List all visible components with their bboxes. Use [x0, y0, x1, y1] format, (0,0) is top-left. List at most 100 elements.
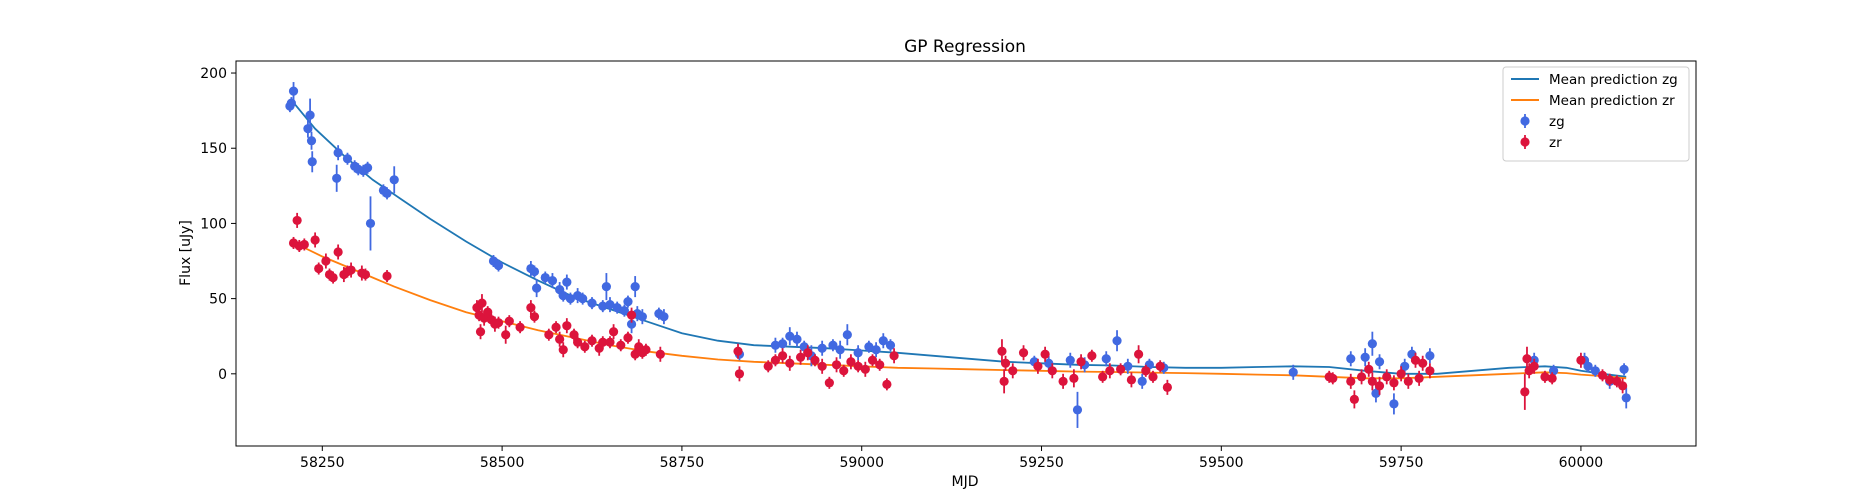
x-tick-label: 60000 — [1559, 455, 1604, 471]
data-point — [889, 351, 899, 361]
data-point — [288, 86, 299, 96]
data-point — [828, 340, 838, 350]
data-point — [803, 348, 813, 358]
data-point — [626, 310, 637, 320]
data-point — [1396, 369, 1406, 379]
data-point — [1389, 378, 1399, 388]
data-point — [1162, 382, 1172, 392]
data-point — [882, 379, 892, 389]
data-point — [1105, 366, 1115, 376]
data-point — [1155, 361, 1165, 371]
data-point — [997, 346, 1007, 356]
data-point — [573, 337, 583, 347]
legend-label-zg: zg — [1549, 114, 1565, 130]
data-point — [1126, 375, 1137, 385]
data-point — [306, 136, 317, 146]
legend: Mean prediction zg Mean prediction zr zg zr — [1502, 66, 1690, 162]
data-point — [1382, 372, 1392, 382]
x-tick-label: 58750 — [660, 455, 705, 471]
legend-swatch-zr — [1520, 137, 1530, 147]
chart-title: GP Regression — [904, 37, 1026, 57]
data-point — [1425, 366, 1435, 376]
y-axis-label: Flux [uJy] — [178, 220, 194, 286]
data-point — [605, 337, 615, 347]
data-point — [1360, 352, 1370, 362]
series-layer — [285, 82, 1631, 428]
data-point — [1374, 357, 1385, 367]
data-point — [299, 239, 309, 250]
legend-label-mean-prediction-zg: Mean prediction zg — [1549, 72, 1678, 88]
data-point — [1134, 349, 1144, 359]
data-point — [389, 175, 399, 185]
data-point — [346, 265, 356, 275]
data-point — [1033, 361, 1043, 371]
data-point — [1547, 373, 1557, 383]
data-point — [778, 351, 788, 361]
data-point — [1364, 364, 1374, 374]
data-point — [853, 361, 863, 371]
x-tick-label: 58250 — [300, 455, 345, 471]
data-point — [1522, 354, 1532, 364]
data-point — [1000, 358, 1011, 368]
data-point — [558, 291, 568, 301]
data-point — [1018, 348, 1029, 358]
data-point — [1374, 381, 1385, 391]
data-point — [810, 355, 820, 365]
data-point — [587, 298, 597, 308]
data-point — [1425, 351, 1435, 361]
data-point — [1065, 355, 1075, 365]
data-point — [555, 334, 565, 344]
data-point — [1590, 366, 1600, 376]
data-point — [314, 263, 324, 274]
data-point — [310, 235, 320, 245]
data-point — [292, 215, 302, 226]
data-point — [587, 336, 597, 346]
data-point — [1328, 373, 1338, 383]
legend-box — [1502, 66, 1690, 162]
data-point — [817, 343, 827, 353]
data-point — [839, 366, 849, 376]
data-point — [1619, 364, 1629, 374]
data-point — [619, 306, 629, 316]
data-point — [332, 173, 342, 183]
data-point — [360, 269, 371, 280]
data-point — [598, 337, 608, 347]
plot-area — [235, 60, 1697, 447]
x-tick-label: 59000 — [839, 455, 884, 471]
data-point — [526, 303, 536, 313]
data-point — [1123, 361, 1133, 371]
data-point — [1356, 372, 1367, 382]
data-point — [871, 345, 881, 355]
data-point — [778, 339, 788, 349]
data-point — [1597, 370, 1608, 380]
data-point — [529, 312, 540, 322]
data-point — [547, 275, 558, 286]
data-point — [817, 361, 827, 371]
x-tick-label: 59500 — [1199, 455, 1244, 471]
data-point — [885, 340, 896, 350]
data-point — [483, 307, 493, 317]
data-point — [569, 330, 579, 340]
data-point — [363, 163, 373, 173]
data-point — [1576, 355, 1586, 365]
data-point — [1403, 376, 1413, 386]
data-point — [630, 281, 640, 292]
data-point — [307, 157, 317, 167]
data-point — [1148, 372, 1158, 382]
data-point — [333, 148, 343, 158]
data-point — [578, 294, 588, 304]
data-point — [785, 331, 795, 341]
data-point — [623, 297, 633, 307]
data-point — [878, 336, 888, 346]
data-point — [1621, 393, 1631, 403]
data-point — [1540, 372, 1550, 382]
data-point — [580, 342, 590, 352]
data-point — [864, 342, 874, 352]
data-point — [616, 340, 626, 350]
data-point — [763, 361, 773, 371]
y-tick-label: 50 — [209, 292, 227, 308]
data-point — [1346, 376, 1356, 386]
series-points-zr — [288, 212, 1628, 410]
data-point — [637, 312, 647, 322]
data-point — [1101, 354, 1111, 364]
